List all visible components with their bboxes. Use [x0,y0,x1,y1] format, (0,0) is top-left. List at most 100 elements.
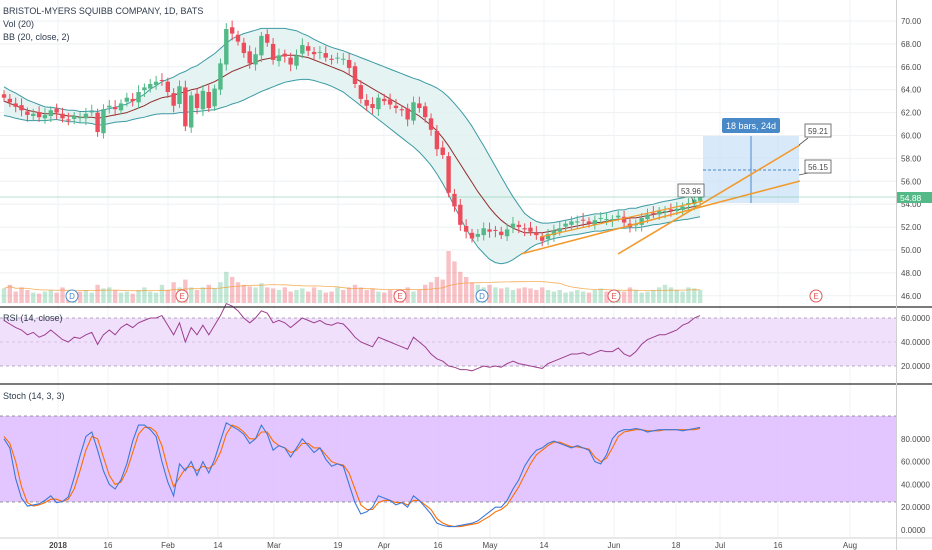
candle-body [19,105,24,111]
candle-body [306,46,311,51]
candle-body [469,232,475,239]
price-tick-label: 56.00 [901,177,922,186]
stoch-tick-label: 0.0000 [901,526,926,535]
candle-body [124,97,130,102]
volume-bar [212,288,217,303]
candle-body [440,147,445,155]
event-marker-label: D [69,292,75,301]
volume-bar [633,290,638,303]
candle-body [112,106,118,110]
candle-body [598,217,603,219]
candle-body [247,51,252,64]
candle-body [42,114,48,119]
volume-bar [446,251,451,303]
event-marker-earnings [175,289,189,303]
stoch-axis[interactable]: 80.0000 60.0000 40.0000 20.0000 0.0000 [901,435,930,535]
price-tick-label: 64.00 [901,86,922,95]
volume-bar [668,287,674,303]
volume-bar [510,290,516,303]
event-marker-dividend [65,289,79,303]
volume-bar [48,290,53,303]
candle-body [674,208,679,212]
candle-body [586,221,592,224]
volume-bar [159,284,165,303]
callout-upper-target[interactable]: 59.21 [798,123,832,146]
stoch-legend[interactable]: Stoch (14, 3, 3) [3,391,65,401]
volume-bar [323,292,328,303]
rsi-axis[interactable]: 60.0000 40.0000 20.0000 [901,314,930,371]
candle-body [153,81,159,86]
volume-bar [592,290,598,303]
volume-bars [1,251,703,303]
candle-body [77,117,83,119]
candle-body [130,98,135,102]
trend-line-support[interactable] [539,200,704,238]
volume-bar [1,288,7,303]
candle-body [1,94,7,98]
volume-bar [124,291,130,303]
candle-body [335,57,340,59]
candle-body [458,204,463,225]
stoch-tick-label: 60.0000 [901,458,930,467]
price-tick-label: 46.00 [901,292,922,301]
trend-line-upper[interactable] [617,144,801,255]
bb-legend[interactable]: BB (20, close, 2) [3,32,70,42]
candle-body [592,220,598,225]
callout-lower-target[interactable]: 56.15 [798,159,832,176]
stoch-tick-label: 20.0000 [901,503,930,512]
price-tick-label: 54.00 [901,200,922,209]
volume-bar [463,277,469,303]
candle-body [668,209,674,211]
volume-bar [282,287,287,303]
candle-body [235,34,241,42]
volume-bar [54,292,59,303]
candle-body [270,43,276,60]
price-tick-label: 62.00 [901,109,922,118]
candle-body [534,232,539,236]
volume-bar [206,284,211,303]
candle-body [604,219,609,221]
volume-legend[interactable]: Vol (20) [3,19,34,29]
volume-bar [107,287,112,303]
volume-bar [540,287,545,303]
rsi-legend[interactable]: RSI (14, close) [3,313,63,323]
candle-body [399,109,404,111]
trend-line-lower[interactable] [520,180,801,255]
candle-body [428,118,434,130]
event-marker-earnings [809,289,823,303]
rsi-tick-label: 60.0000 [901,314,930,323]
volume-bar [77,291,83,303]
volume-bar [569,291,574,303]
volume-bar [31,292,36,303]
event-marker-label: E [179,292,184,301]
volume-bar [241,284,247,303]
volume-bar [458,271,463,303]
price-tick-label: 66.00 [901,63,922,72]
candle-body [452,193,457,207]
last-price-value: 54.88 [900,193,922,203]
candle-body [528,227,533,232]
candle-body [329,58,334,60]
volume-bar [428,282,434,303]
upper-target-label: 59.21 [808,127,829,136]
candle-body [393,105,399,109]
volume-bar [364,290,369,303]
candle-body [177,86,182,105]
volume-bar [697,290,703,303]
price-axis[interactable]: 70.00 68.00 66.00 64.00 62.00 60.00 58.00 56.00… [901,17,922,301]
price-tick-label: 52.00 [901,223,922,232]
candle-body [265,34,270,43]
volume-bar [493,287,498,303]
volume-bar [534,290,539,303]
measure-tool[interactable]: 18 bars, 24d [703,118,799,203]
candle-body [72,116,77,119]
trend-lines[interactable] [520,144,801,255]
volume-bar [639,292,644,303]
time-axis[interactable]: 2018 16 Feb 14 Mar 19 Apr 16 May 14 Jun 18 Jul 16 Aug [49,541,857,550]
volume-bar [504,287,510,303]
candle-body [194,93,200,109]
volume-bar [341,290,346,303]
volume-bar [259,283,264,303]
